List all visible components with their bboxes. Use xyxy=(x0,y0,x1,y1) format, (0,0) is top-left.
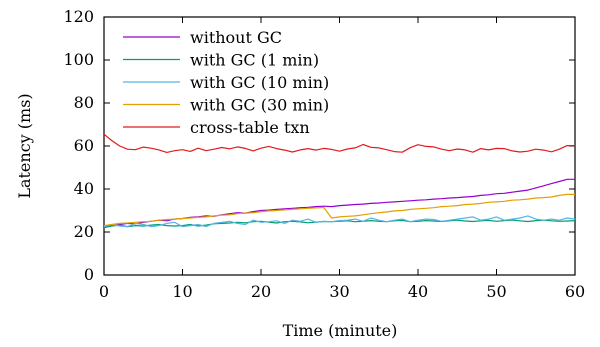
series-lines xyxy=(103,133,576,229)
y-tick-label: 120 xyxy=(63,7,94,26)
y-tick-label: 20 xyxy=(74,222,94,241)
x-tick-label: 0 xyxy=(99,282,109,301)
series-line-3 xyxy=(103,215,576,228)
series-line-5 xyxy=(103,133,575,153)
x-tick-label: 60 xyxy=(565,282,585,301)
y-tick-label: 80 xyxy=(74,93,94,112)
legend-label: without GC xyxy=(190,28,282,47)
y-tick-label: 60 xyxy=(74,136,94,155)
x-tick-label: 30 xyxy=(329,282,349,301)
x-tick-label: 40 xyxy=(408,282,428,301)
legend-label: with GC (10 min) xyxy=(190,73,329,92)
x-tick-label: 20 xyxy=(251,282,271,301)
x-axis-ticks: 0 10 20 30 40 50 60 xyxy=(99,17,585,301)
y-tick-label: 40 xyxy=(74,179,94,198)
legend-label: cross-table txn xyxy=(190,118,310,137)
y-tick-label: 100 xyxy=(63,50,94,69)
plot-frame xyxy=(103,16,576,276)
x-tick-label: 50 xyxy=(486,282,506,301)
legend-label: with GC (1 min) xyxy=(190,51,319,70)
series-line-4 xyxy=(103,193,575,227)
legend-label: with GC (30 min) xyxy=(190,96,329,115)
y-axis-ticks: 0 20 40 60 80 100 120 xyxy=(63,7,575,284)
x-tick-label: 10 xyxy=(172,282,192,301)
series-line-2 xyxy=(103,219,576,229)
x-axis-title: Time (minute) xyxy=(283,321,398,340)
legend: without GC with GC (1 min) with GC (10 min… xyxy=(123,28,329,137)
y-tick-label: 0 xyxy=(84,265,94,284)
y-axis-title: Latency (ms) xyxy=(15,93,34,198)
